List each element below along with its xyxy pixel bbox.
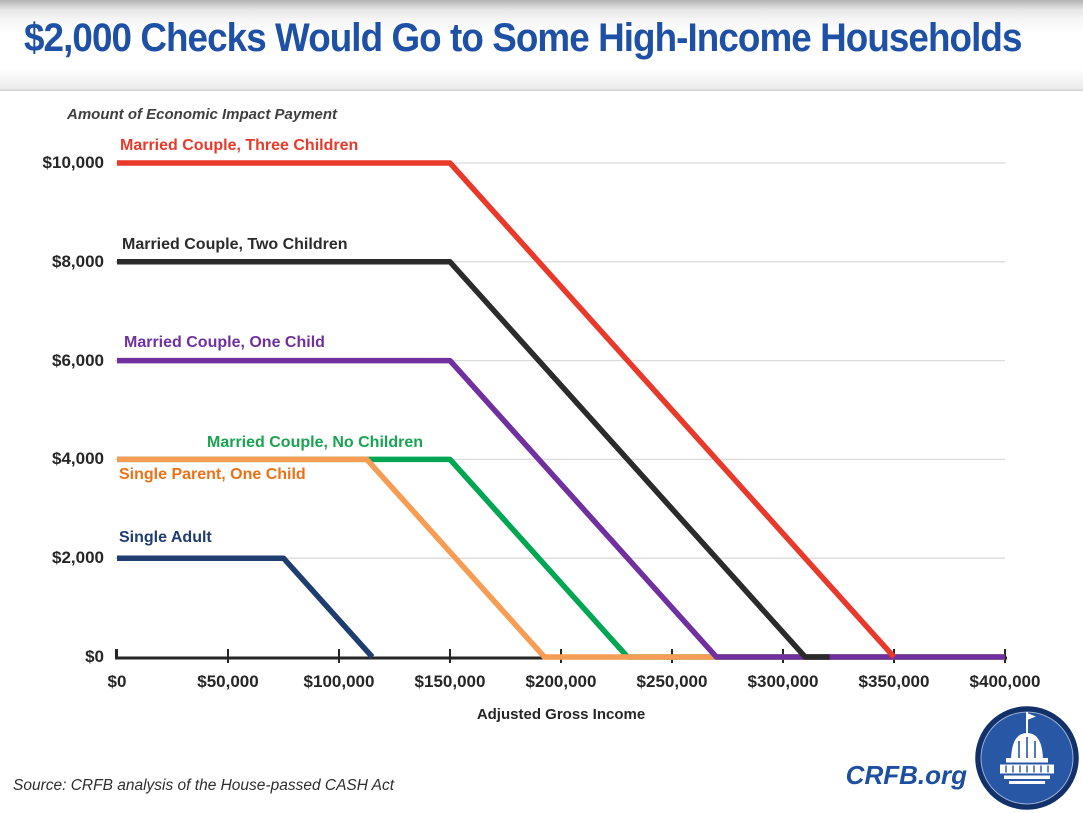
x-tick-label: $400,000 bbox=[969, 672, 1041, 691]
series-label-single-parent-one-child: Single Parent, One Child bbox=[119, 466, 306, 483]
series-label-married-two-children: Married Couple, Two Children bbox=[122, 236, 348, 253]
x-tick-label: $250,000 bbox=[636, 672, 708, 691]
series-line-single-adult bbox=[117, 555, 375, 659]
header-banner: $2,000 Checks Would Go to Some High-Inco… bbox=[0, 0, 1083, 91]
x-tick-label: $300,000 bbox=[747, 672, 819, 691]
series-label-married-one-child: Married Couple, One Child bbox=[124, 334, 325, 351]
series-line-married-two-children bbox=[117, 259, 830, 660]
series-label-married-no-children: Married Couple, No Children bbox=[207, 434, 424, 451]
y-tick-label: $6,000 bbox=[52, 350, 104, 370]
x-tick-label: $200,000 bbox=[525, 672, 597, 691]
crfb-site-link[interactable]: CRFB.org bbox=[845, 760, 967, 790]
series-label-single-adult: Single Adult bbox=[119, 529, 212, 546]
x-tick-label: $50,000 bbox=[197, 672, 259, 691]
y-tick-label: $4,000 bbox=[52, 449, 104, 469]
source-note: Source: CRFB analysis of the House-passe… bbox=[13, 777, 395, 794]
x-tick-label: $100,000 bbox=[303, 672, 375, 691]
y-tick-label: $8,000 bbox=[52, 251, 104, 271]
y-tick-label: $0 bbox=[85, 647, 104, 666]
y-tick-label: $2,000 bbox=[52, 548, 104, 568]
page-title: $2,000 Checks Would Go to Some High-Inco… bbox=[24, 16, 1022, 60]
x-tick-label: $350,000 bbox=[858, 672, 930, 691]
x-tick-label: $150,000 bbox=[414, 672, 486, 691]
y-axis-title: Amount of Economic Impact Payment bbox=[67, 106, 338, 123]
x-tick-label: $0 bbox=[107, 672, 127, 691]
series-line-married-one-child bbox=[117, 357, 1005, 660]
x-axis-title: Adjusted Gross Income bbox=[476, 706, 646, 723]
series-label-married-three-children: Married Couple, Three Children bbox=[120, 137, 359, 154]
y-tick-label: $10,000 bbox=[42, 153, 104, 172]
series-line-married-three-children bbox=[117, 160, 897, 659]
capitol-dome-icon bbox=[975, 706, 1079, 810]
